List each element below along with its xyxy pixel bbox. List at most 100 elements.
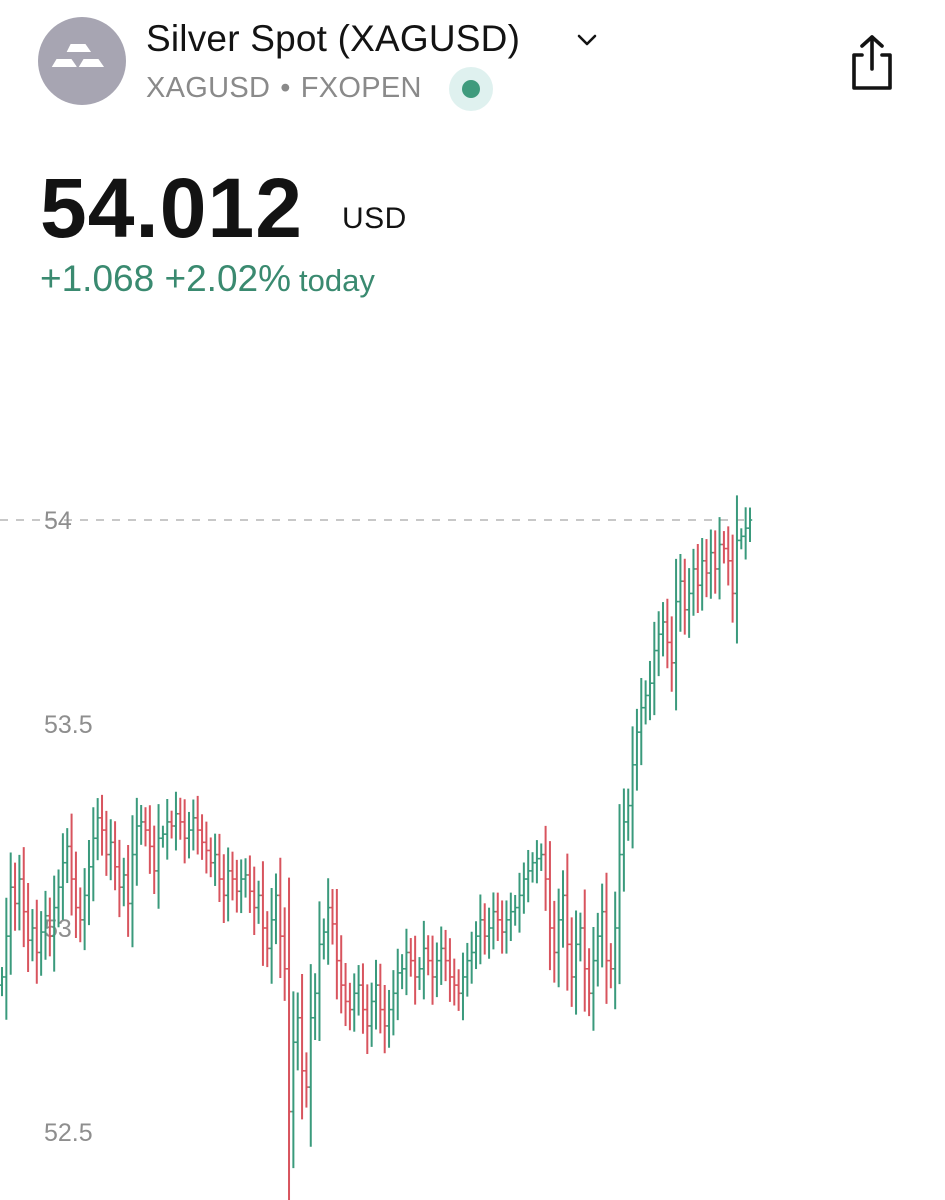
ohlc-bar — [47, 897, 53, 957]
ohlc-bar — [565, 853, 570, 991]
ohlc-bar — [591, 926, 596, 1031]
ohlc-bar — [399, 954, 405, 990]
ohlc-bar — [595, 912, 600, 987]
ohlc-bar — [639, 678, 644, 766]
ohlc-bar — [465, 942, 470, 997]
ohlc-bar — [130, 815, 135, 948]
ohlc-bar — [734, 495, 740, 644]
ohlc-bar — [556, 888, 561, 988]
ohlc-bar — [17, 854, 22, 931]
ohlc-bar — [673, 558, 679, 711]
ohlc-bar — [425, 935, 431, 976]
ohlc-bar — [508, 892, 514, 942]
ohlc-bar — [78, 887, 83, 943]
symbol-code: XAGUSD — [146, 72, 271, 104]
ohlc-bar — [308, 964, 313, 1147]
ohlc-bar — [617, 804, 622, 985]
ohlc-bar — [95, 798, 100, 861]
ohlc-bar — [656, 611, 661, 677]
ohlc-bar — [469, 931, 474, 984]
ohlc-bar — [691, 548, 696, 616]
ohlc-bar — [243, 858, 248, 898]
ohlc-bar — [456, 969, 461, 1011]
ohlc-bar — [352, 973, 357, 1032]
ohlc-bar — [312, 973, 318, 1041]
ohlc-bar — [382, 985, 387, 1054]
ohlc-bar — [643, 680, 648, 725]
ohlc-bar — [717, 517, 722, 600]
ohlc-bar — [321, 918, 327, 960]
ohlc-bar — [369, 982, 374, 1047]
ohlc-bar — [199, 814, 205, 860]
ohlc-bar — [378, 963, 383, 1034]
ohlc-bar — [178, 797, 183, 840]
ohlc-bar — [404, 928, 409, 996]
ohlc-bar — [356, 965, 361, 1016]
ohlc-bar — [278, 857, 283, 978]
ohlc-bar — [747, 507, 753, 542]
ohlc-bar — [304, 1052, 309, 1108]
ohlc-bar — [56, 869, 61, 928]
ohlc-bar — [325, 878, 331, 965]
ohlc-bar — [60, 833, 66, 920]
ohlc-bar — [347, 982, 353, 1031]
ohlc-bar — [521, 862, 527, 914]
ohlc-bar — [260, 861, 266, 966]
ohlc-bar — [286, 877, 292, 1200]
ohlc-bar — [134, 797, 140, 886]
ohlc-bar — [682, 558, 687, 635]
ohlc-bar — [713, 530, 718, 594]
silver-bars-icon — [38, 17, 126, 105]
ohlc-bar — [417, 957, 422, 990]
ohlc-bar — [652, 621, 657, 716]
ohlc-bar — [317, 901, 322, 1042]
ohlc-bar — [430, 935, 435, 1005]
ohlc-bar — [599, 883, 605, 968]
ohlc-bar — [269, 888, 274, 984]
ohlc-bar — [82, 868, 87, 951]
ohlc-bar — [634, 708, 640, 791]
ohlc-bar — [291, 991, 296, 1169]
price-currency: USD — [342, 202, 407, 235]
ohlc-bar — [578, 912, 583, 962]
ohlc-bar — [365, 984, 370, 1054]
ohlc-bar — [408, 938, 413, 977]
ohlc-bar — [152, 825, 157, 895]
ohlc-bar — [495, 892, 500, 942]
ohlc-bar — [0, 967, 5, 997]
chevron-down-icon[interactable] — [576, 29, 598, 51]
y-tick-label: 52.5 — [44, 1119, 93, 1147]
ohlc-bar — [439, 926, 444, 985]
ohlc-bar — [156, 804, 161, 909]
ohlc-bar — [491, 892, 496, 950]
ohlc-bar — [647, 660, 653, 721]
ohlc-bar — [539, 843, 544, 871]
ohlc-bar — [586, 948, 592, 1017]
ohlc-bar — [669, 616, 674, 692]
share-icon[interactable] — [846, 33, 898, 93]
ohlc-bar — [573, 910, 579, 1015]
ohlc-bar — [230, 851, 235, 901]
ohlc-bar — [621, 788, 627, 892]
ohlc-bar — [165, 799, 170, 860]
ohlc-bar — [265, 911, 270, 968]
ohlc-bar — [173, 791, 179, 851]
ohlc-bar — [504, 900, 509, 954]
ohlc-bar — [704, 539, 709, 598]
ohlc-bar — [299, 973, 305, 1120]
y-tick-label: 53.5 — [44, 711, 93, 739]
ohlc-bar — [121, 857, 126, 907]
price-chart[interactable]: 54 53.5 53 52.5 — [0, 480, 945, 1200]
ohlc-bar — [486, 907, 492, 959]
ohlc-bar — [665, 598, 670, 669]
ohlc-bar — [512, 894, 518, 926]
ohlc-bar — [695, 543, 701, 614]
ohlc-bar — [117, 839, 122, 918]
symbol-title[interactable]: Silver Spot (XAGUSD) — [146, 18, 521, 59]
ohlc-bar — [560, 870, 566, 948]
ohlc-bar — [186, 811, 192, 859]
ohlc-bar — [660, 602, 666, 657]
ohlc-bar — [247, 855, 253, 913]
ohlc-bar — [273, 873, 279, 945]
ohlc-bar — [460, 952, 466, 1021]
